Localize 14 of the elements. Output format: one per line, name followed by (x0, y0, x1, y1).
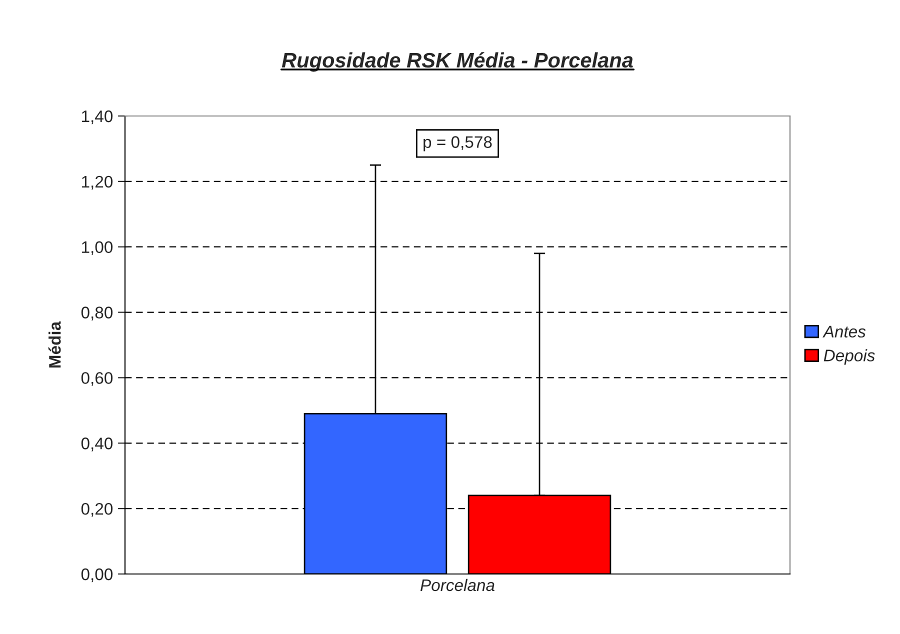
legend-label: Antes (822, 326, 866, 338)
y-tick-label: 1,00 (82, 241, 113, 256)
y-tick-label: 0,40 (81, 438, 113, 452)
y-tick-label: 1,20 (82, 176, 113, 190)
y-tick-label: 0,80 (81, 306, 113, 320)
annotation: p = 0,578 (424, 136, 492, 152)
y-tick-label: 1,40 (82, 110, 113, 124)
y-axis-title: Média (48, 321, 61, 368)
y-tick-label: 0,00 (81, 568, 113, 582)
legend-label: Depois (824, 349, 875, 365)
chart-title: Rugosidade RSK Média - Porcelana (282, 52, 633, 72)
x-tick-label: Porcelana (420, 578, 494, 592)
y-tick-label: 0,60 (81, 372, 113, 386)
y-tick-label: 0,20 (81, 502, 113, 517)
